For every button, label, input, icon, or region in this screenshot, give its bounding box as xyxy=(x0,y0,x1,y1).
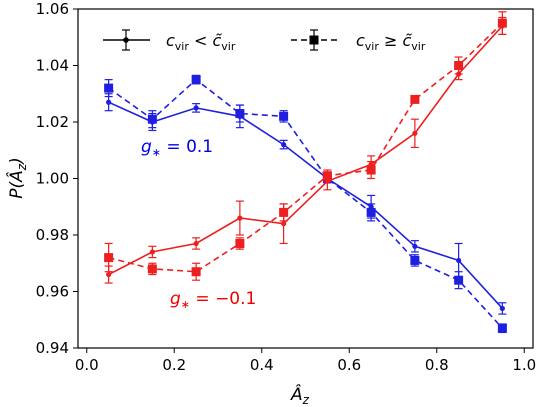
data-point xyxy=(149,249,155,255)
data-point xyxy=(412,130,418,136)
series-line xyxy=(108,101,503,309)
data-point xyxy=(106,271,112,278)
annotation-g-negative: g∗ = −0.1 xyxy=(170,289,256,311)
y-tick-label: 0.96 xyxy=(36,283,69,301)
svg-text:Âz: Âz xyxy=(290,383,310,407)
y-tick-label: 1.04 xyxy=(36,57,69,75)
data-point xyxy=(281,221,287,227)
data-point xyxy=(410,255,420,265)
data-point xyxy=(104,253,114,263)
data-point xyxy=(191,75,201,85)
series-line xyxy=(108,22,503,273)
data-point xyxy=(193,240,199,247)
y-tick-label: 0.98 xyxy=(36,226,69,244)
x-tick-label: 0.2 xyxy=(162,356,186,374)
data-point xyxy=(193,105,199,111)
data-point xyxy=(322,171,332,181)
data-point xyxy=(147,114,157,124)
x-tick-label: 1.0 xyxy=(512,356,536,374)
axes-layer: 0.0 0.2 0.4 0.6 0.8 1.0 0.94 0.96 0.98 1.00 1.02 1.… xyxy=(36,0,537,374)
y-tick-label: 0.94 xyxy=(36,339,69,357)
data-point xyxy=(497,323,507,333)
data-point xyxy=(499,305,505,312)
data-point xyxy=(454,61,464,70)
svg-text:P(Âz): P(Âz) xyxy=(5,157,29,198)
data-point xyxy=(456,257,462,264)
y-tick-label: 1.06 xyxy=(36,0,69,18)
x-tick-label: 0.4 xyxy=(250,356,274,374)
data-point xyxy=(279,207,289,217)
data-point xyxy=(235,109,245,119)
data-point xyxy=(366,207,376,217)
data-point xyxy=(366,165,376,175)
data-point xyxy=(104,83,114,93)
series-line xyxy=(108,25,503,276)
data-point xyxy=(497,18,507,28)
series-line xyxy=(108,78,503,329)
data-point xyxy=(454,275,464,285)
y-tick-label: 1.00 xyxy=(36,170,69,188)
data-point xyxy=(147,264,157,274)
x-tick-label: 0.6 xyxy=(337,356,361,374)
data-point xyxy=(191,267,201,277)
data-point xyxy=(412,243,418,249)
x-tick-label: 0.0 xyxy=(75,356,99,374)
svg-text:g∗ = −0.1: g∗ = −0.1 xyxy=(170,289,256,311)
x-axis-label: Âz xyxy=(290,383,310,407)
y-tick-label: 1.02 xyxy=(36,113,69,131)
data-point xyxy=(106,99,112,105)
data-point xyxy=(410,94,420,104)
data-point xyxy=(281,142,287,148)
data-point xyxy=(235,238,245,248)
series-3 xyxy=(104,11,507,281)
y-axis-label: P(Âz) xyxy=(5,157,29,198)
x-tick-label: 0.8 xyxy=(425,356,449,374)
data-point xyxy=(237,215,243,221)
series-layer xyxy=(104,11,507,334)
data-point xyxy=(279,111,289,121)
